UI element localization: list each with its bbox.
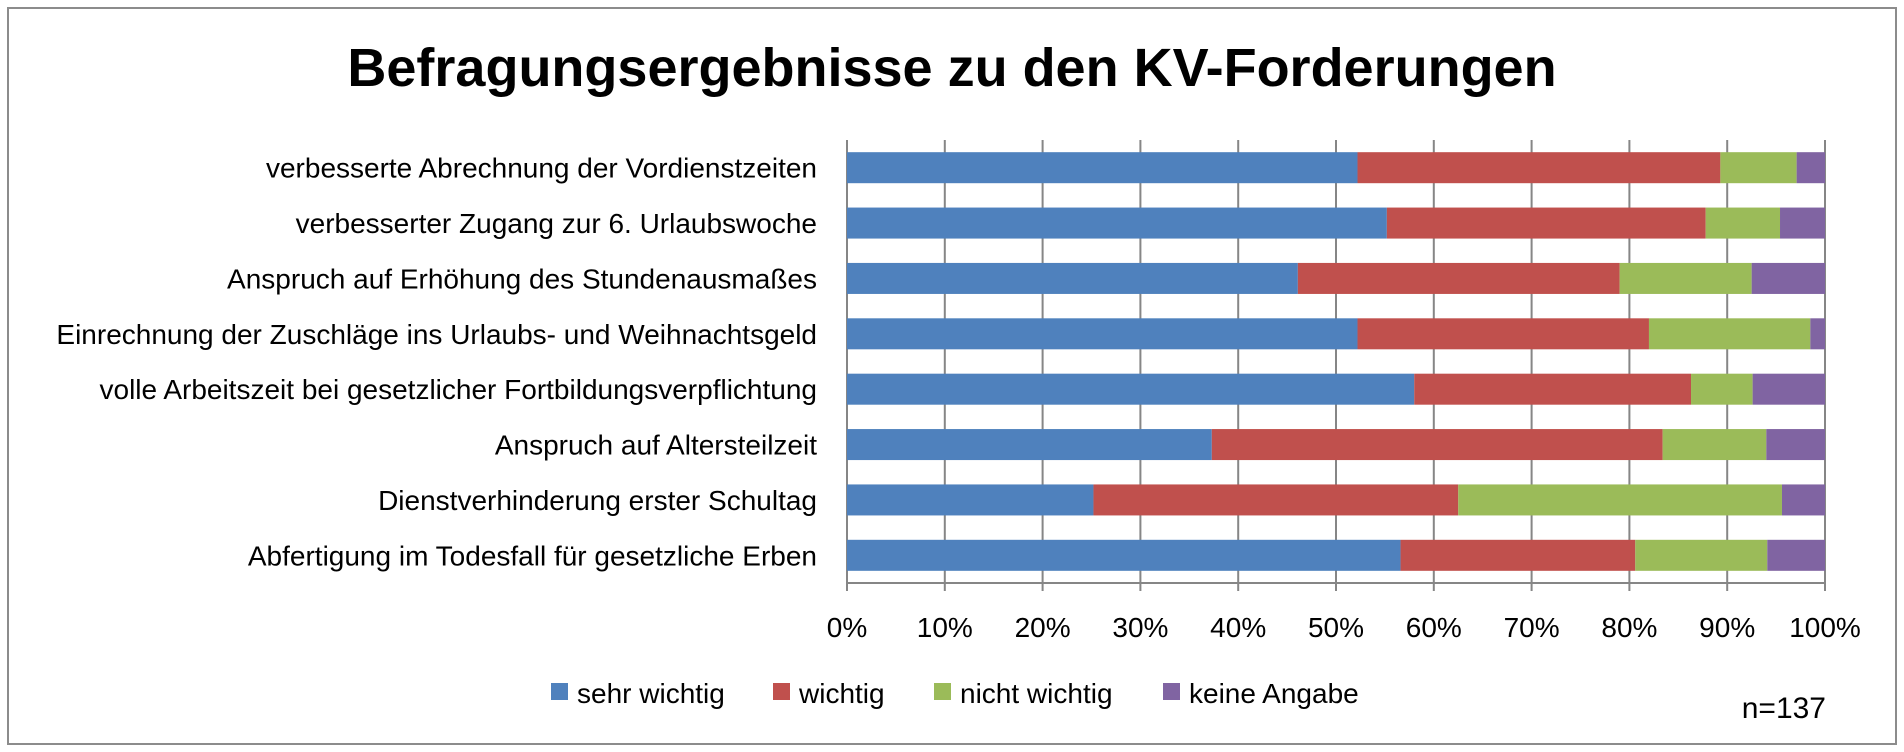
bar-segment: [1780, 207, 1825, 239]
bar-segment: [1662, 429, 1767, 461]
sample-size-note: n=137: [1742, 692, 1826, 725]
bar-segment: [847, 318, 1358, 350]
bar-segment: [1720, 152, 1797, 184]
bar-segment: [1093, 484, 1459, 516]
bar-segment: [1705, 207, 1781, 239]
x-tick-label: 20%: [1015, 612, 1071, 643]
bar-segment: [1796, 152, 1825, 184]
bar-segment: [1767, 539, 1825, 571]
bar-segment: [1619, 262, 1752, 294]
x-tick-label: 50%: [1308, 612, 1364, 643]
category-label: verbesserter Zugang zur 6. Urlaubswoche: [296, 208, 817, 239]
x-tick-label: 0%: [827, 612, 867, 643]
bar-segment: [1386, 207, 1706, 239]
x-tick-label: 100%: [1789, 612, 1861, 643]
bar-segment: [1414, 373, 1692, 405]
bar-segment: [1752, 373, 1825, 405]
bar-segment: [847, 262, 1298, 294]
legend-swatch: [551, 683, 568, 700]
legend: sehr wichtig wichtig nicht wichtig keine An…: [551, 678, 1359, 709]
x-tick-label: 80%: [1601, 612, 1657, 643]
bar-segment: [1751, 262, 1825, 294]
x-tick-label: 30%: [1112, 612, 1168, 643]
category-label: Anspruch auf Altersteilzeit: [495, 430, 817, 461]
bar-segment: [847, 373, 1415, 405]
bar-segment: [847, 207, 1387, 239]
bar-segment: [1648, 318, 1811, 350]
bar-segment: [1766, 429, 1825, 461]
legend-swatch: [773, 683, 790, 700]
x-tick-label: 60%: [1406, 612, 1462, 643]
bar-segment: [847, 152, 1358, 184]
category-label: volle Arbeitszeit bei gesetzlicher Fortb…: [100, 374, 818, 405]
bar-segment: [1635, 539, 1768, 571]
bar-segment: [1357, 152, 1721, 184]
bar-segment: [1781, 484, 1825, 516]
bars: [847, 152, 1825, 571]
bar-segment: [847, 539, 1401, 571]
x-tick-label: 90%: [1699, 612, 1755, 643]
legend-swatch: [934, 683, 951, 700]
bar-segment: [1297, 262, 1620, 294]
bar-segment: [1691, 373, 1753, 405]
bar-segment: [1357, 318, 1649, 350]
category-label: Abfertigung im Todesfall für gesetzliche…: [248, 540, 817, 571]
bar-segment: [847, 484, 1094, 516]
bar-segment: [1810, 318, 1825, 350]
bar-segment: [1458, 484, 1782, 516]
legend-label: wichtig: [798, 678, 885, 709]
x-tick-label: 40%: [1210, 612, 1266, 643]
category-label: Dienstverhinderung erster Schultag: [378, 485, 817, 516]
bar-segment: [1211, 429, 1663, 461]
legend-label: sehr wichtig: [577, 678, 725, 709]
legend-label: nicht wichtig: [960, 678, 1113, 709]
category-label: verbesserte Abrechnung der Vordienstzeit…: [266, 153, 817, 184]
chart-title: Befragungsergebnisse zu den KV-Forderung…: [347, 38, 1556, 98]
category-label: Einrechnung der Zuschläge ins Urlaubs- u…: [56, 319, 817, 350]
x-tick-label: 10%: [917, 612, 973, 643]
bar-segment: [847, 429, 1212, 461]
x-tick-label: 70%: [1504, 612, 1560, 643]
legend-label: keine Angabe: [1189, 678, 1359, 709]
legend-swatch: [1163, 683, 1180, 700]
x-axis: 0% 10% 20% 30% 40% 50% 60% 70% 80% 90% 100%: [827, 582, 1861, 643]
category-labels: verbesserte Abrechnung der Vordienstzeit…: [56, 153, 817, 572]
bar-segment: [1400, 539, 1636, 571]
category-label: Anspruch auf Erhöhung des Stundenausmaße…: [227, 263, 817, 294]
